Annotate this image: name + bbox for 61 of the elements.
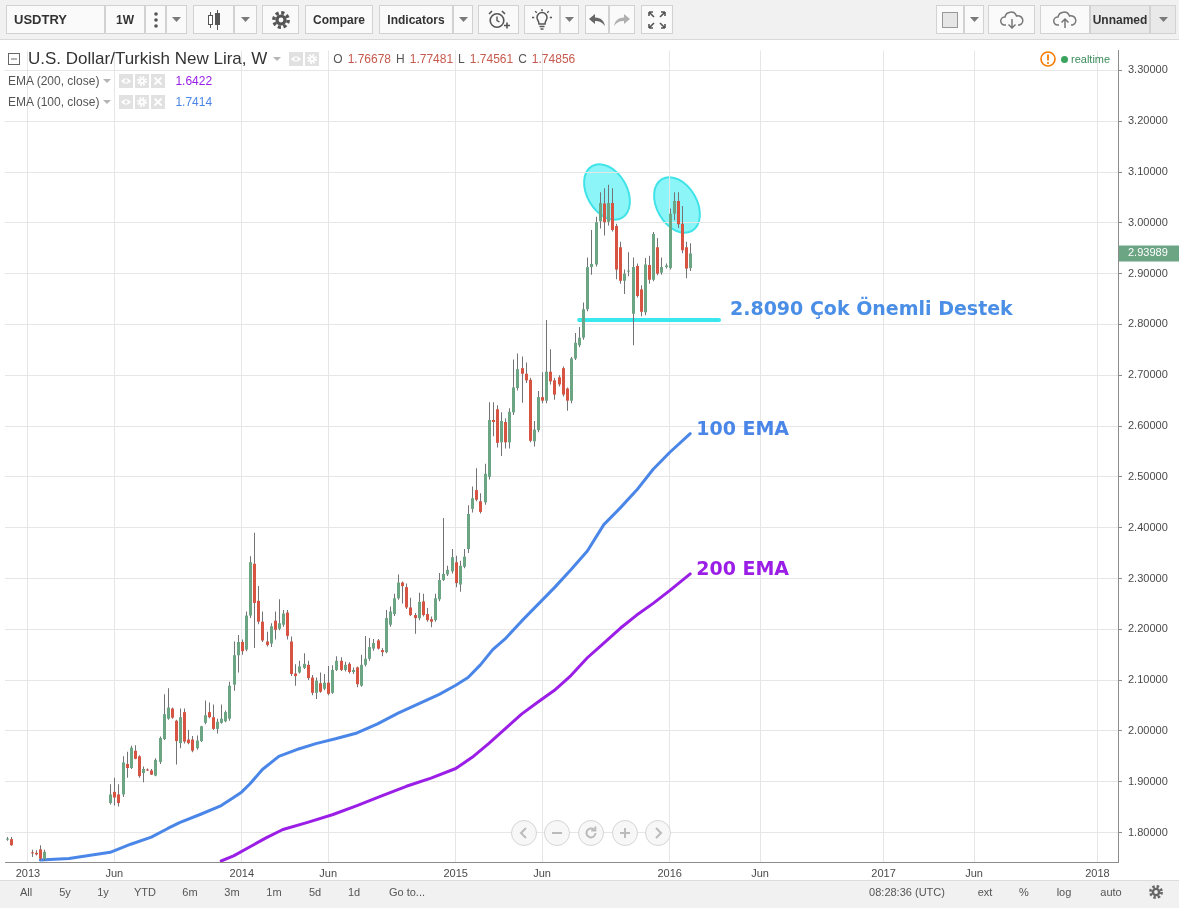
x-tick-label: Jun (319, 866, 338, 879)
y-tick-label: 2.60000 (1128, 419, 1168, 432)
annotation: 1.7414 (175, 95, 213, 109)
candlestick (442, 518, 445, 582)
x-tick-label: Jun (105, 866, 124, 879)
text: 5y (59, 885, 71, 899)
y-tick-label: 2.40000 (1128, 520, 1168, 533)
button: Unnamed (1090, 5, 1150, 34)
y-tick-label: 2.00000 (1128, 723, 1168, 736)
y-tick-label: 2.20000 (1128, 622, 1168, 635)
symbol-field: USDTRY (6, 5, 105, 34)
text: 1m (266, 885, 282, 899)
y-tick-label: 2.90000 (1128, 266, 1168, 279)
candlestick (627, 252, 630, 277)
text: log (1056, 885, 1072, 899)
text: 08:28:36 (UTC) (869, 885, 945, 899)
text: 3m (224, 885, 240, 899)
annotation: O 1.76678 H 1.77481 L 1.74561 C 1.74856 (333, 52, 576, 66)
text: ext (977, 885, 993, 899)
button: 1W (105, 5, 145, 34)
y-tick-label: 2.50000 (1128, 469, 1168, 482)
x-tick-label: 2018 (1085, 866, 1110, 879)
button: Compare (305, 5, 373, 34)
x-tick-label: 2013 (15, 866, 41, 879)
y-tick-label: 3.10000 (1128, 165, 1168, 178)
text: Go to... (388, 885, 426, 899)
chart-title: U.S. Dollar/Turkish New Lira, W (28, 49, 268, 69)
candlestick (590, 229, 593, 275)
text: 6m (182, 885, 198, 899)
x-tick-label: Jun (965, 866, 983, 879)
y-tick-label: 1.80000 (1128, 825, 1168, 838)
annotation: 1.6422 (175, 74, 213, 88)
text: 1d (347, 885, 361, 899)
y-tick-label: 2.80000 (1128, 317, 1168, 330)
y-tick-label: 2.10000 (1128, 673, 1168, 686)
x-tick-label: Jun (751, 866, 769, 879)
y-tick-label: 2.30000 (1128, 571, 1168, 584)
text: auto (1100, 885, 1122, 899)
y-tick-label: 3.30000 (1128, 63, 1168, 76)
text: YTD (134, 885, 156, 899)
y-tick-label: 1.90000 (1128, 774, 1168, 787)
annotation: realtime (1071, 53, 1111, 65)
x-tick-label: 2014 (229, 866, 255, 879)
text: 5d (308, 885, 322, 899)
button: Indicators (379, 5, 453, 34)
text: All (19, 885, 33, 899)
text: 1y (97, 885, 109, 899)
series-label: 200 EMA (696, 556, 790, 579)
annotation: EMA (200, close) (8, 74, 100, 88)
y-tick-label: 2.70000 (1128, 368, 1168, 381)
series-label: 100 EMA (696, 416, 790, 439)
text: 2.93989 (1128, 246, 1168, 259)
y-tick-label: 3.20000 (1128, 114, 1168, 127)
x-tick-label: 2015 (443, 866, 468, 879)
text: % (1019, 885, 1029, 899)
x-tick-label: 2016 (657, 866, 682, 879)
x-tick-label: Jun (533, 866, 551, 879)
annotation: EMA (100, close) (8, 95, 100, 109)
x-tick-label: 2017 (871, 866, 896, 879)
y-tick-label: 3.00000 (1128, 215, 1168, 228)
annotation: 2.8090 Çok Önemli Destek (729, 295, 1014, 319)
